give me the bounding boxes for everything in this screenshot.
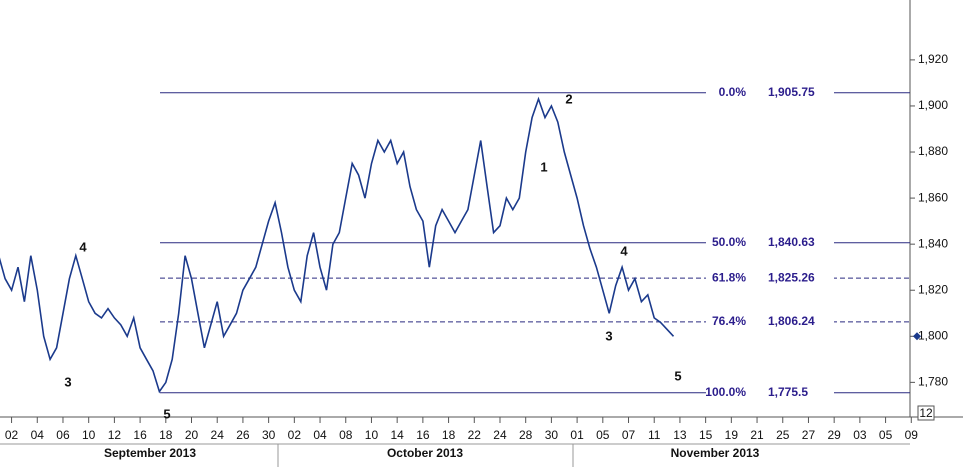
- y-tick-label: 1,820: [918, 282, 948, 296]
- x-tick-label: 19: [725, 428, 739, 442]
- x-tick-label: 16: [133, 428, 147, 442]
- last-price-marker: [913, 332, 921, 341]
- month-label: September 2013: [104, 446, 196, 460]
- x-tick-label: 10: [365, 428, 379, 442]
- fib-percent: 0.0%: [719, 85, 747, 99]
- x-tick-label: 11: [648, 428, 661, 442]
- x-tick-label: 08: [339, 428, 353, 442]
- x-tick-label: 05: [879, 428, 893, 442]
- x-tick-label: 16: [416, 428, 430, 442]
- x-tick-label: 03: [853, 428, 867, 442]
- y-tick-label: 1,900: [918, 98, 948, 112]
- y-tick-label: 1,860: [918, 190, 948, 204]
- y-tick-label: 1,840: [918, 236, 948, 250]
- x-tick-label: 27: [802, 428, 816, 442]
- x-tick-label: 26: [236, 428, 250, 442]
- x-tick-label: 07: [622, 428, 636, 442]
- fib-label-bg: [706, 234, 834, 251]
- fib-percent: 100.0%: [705, 385, 746, 399]
- x-tick-label: 29: [827, 428, 841, 442]
- x-tick-label: 12: [108, 428, 122, 442]
- x-tick-label: 24: [493, 428, 507, 442]
- fib-value: 1,840.63: [768, 235, 815, 249]
- y-tick-label: 1,780: [918, 375, 948, 389]
- y-tick-label: 1,880: [918, 144, 948, 158]
- fib-percent: 76.4%: [712, 314, 746, 328]
- x-tick-label: 22: [468, 428, 482, 442]
- wave-label: 3: [605, 328, 612, 343]
- fib-percent: 50.0%: [712, 235, 746, 249]
- x-tick-label: 14: [390, 428, 404, 442]
- fib-value: 1,905.75: [768, 85, 815, 99]
- axis-badge: 12: [919, 406, 933, 420]
- month-label: October 2013: [387, 446, 463, 460]
- fib-value: 1,806.24: [768, 314, 815, 328]
- x-tick-label: 04: [313, 428, 327, 442]
- x-tick-label: 13: [673, 428, 687, 442]
- x-tick-label: 05: [596, 428, 610, 442]
- x-tick-label: 10: [82, 428, 96, 442]
- x-tick-label: 21: [750, 428, 764, 442]
- fib-label-bg: [706, 384, 834, 401]
- x-tick-label: 18: [159, 428, 173, 442]
- fib-label-bg: [706, 270, 834, 287]
- wave-label: 5: [163, 406, 170, 421]
- y-tick-label: 1,800: [918, 328, 948, 342]
- x-tick-label: 06: [56, 428, 70, 442]
- fib-label-bg: [706, 84, 834, 101]
- x-tick-label: 09: [905, 428, 919, 442]
- wave-label: 5: [674, 368, 681, 383]
- x-tick-label: 24: [211, 428, 225, 442]
- x-tick-label: 28: [519, 428, 533, 442]
- wave-label: 2: [565, 91, 572, 106]
- x-tick-label: 01: [570, 428, 584, 442]
- month-label: November 2013: [671, 446, 760, 460]
- wave-label: 4: [620, 243, 628, 258]
- y-tick-label: 1,920: [918, 52, 948, 66]
- x-tick-label: 02: [288, 428, 302, 442]
- wave-label: 3: [64, 374, 71, 389]
- fib-label-bg: [706, 313, 834, 330]
- x-tick-label: 20: [185, 428, 199, 442]
- fib-value: 1,825.26: [768, 270, 815, 284]
- fib-value: 1,775.5: [768, 385, 808, 399]
- fib-percent: 61.8%: [712, 270, 746, 284]
- x-tick-label: 02: [5, 428, 19, 442]
- x-tick-label: 30: [545, 428, 559, 442]
- x-tick-label: 30: [262, 428, 276, 442]
- x-tick-label: 15: [699, 428, 713, 442]
- wave-label: 1: [540, 159, 547, 174]
- price-line: [0, 96, 675, 394]
- x-tick-label: 18: [442, 428, 456, 442]
- axis-badge-box: [917, 405, 935, 421]
- x-tick-label: 04: [31, 428, 45, 442]
- wave-label: 4: [79, 239, 87, 254]
- x-tick-label: 25: [776, 428, 790, 442]
